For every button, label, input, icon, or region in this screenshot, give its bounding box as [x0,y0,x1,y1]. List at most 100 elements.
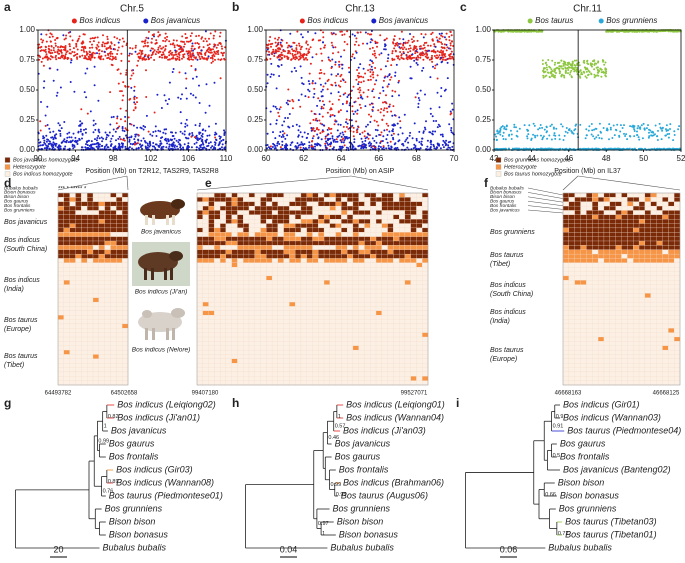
heat-cell [116,271,123,277]
heat-cell [110,358,117,364]
dot [562,62,565,65]
dot [331,58,334,61]
dot [567,72,569,75]
dot [594,62,596,65]
dot [385,37,388,40]
heat-cell [63,223,70,229]
dot [422,67,425,69]
dot [333,123,336,126]
dot [217,44,219,46]
heat-cell [98,288,105,294]
dot [370,65,373,68]
dot [125,73,128,76]
dot [195,141,198,144]
heat-cell [300,205,307,211]
dot [314,145,316,148]
heat-cell [393,210,400,215]
dot [600,68,603,71]
dot [146,55,149,58]
y-tick-label: 1.00 [247,25,263,34]
dot [375,120,378,123]
dot [450,129,453,132]
dot [436,54,438,57]
legend-label: Bos javanicus [379,16,428,25]
heat-cell [75,236,82,242]
dot [558,134,561,137]
dot [394,74,397,77]
heat-cell [75,280,82,285]
heat-cell [329,214,336,220]
dot [431,31,434,34]
dot [143,58,146,61]
dot [373,146,376,149]
heat-cell [110,371,117,377]
dot [157,48,160,51]
heat-cell [57,341,65,346]
dot [266,144,269,146]
dot [425,41,428,44]
dot [621,127,624,129]
heat-cell [196,236,203,242]
dot [163,49,166,52]
heat-cell [87,288,94,294]
dot [546,68,549,71]
dot [53,134,56,137]
dot [373,54,376,57]
dot [107,41,109,44]
heat-cell [196,197,203,202]
heat-cell [122,284,129,290]
heat-cell [208,219,215,224]
dot [81,146,84,149]
dot [175,58,178,61]
dot [96,44,99,46]
heat-cell [98,205,105,211]
heat-cell [63,232,70,237]
dot [172,68,175,70]
dot [80,108,83,111]
heat-cell [202,201,209,207]
dot [292,54,294,57]
dot [86,52,89,55]
heat-cell [260,197,267,202]
heat-cell [387,232,394,237]
dot [421,137,424,140]
dot [375,41,378,44]
dot [371,46,374,49]
dot [401,142,404,145]
dot [345,118,348,121]
x-tick-label: 42 [490,154,499,163]
dot [305,41,308,44]
heat-cell [87,310,94,316]
dot [379,34,382,37]
dot [337,110,340,113]
heat-cell [381,192,388,198]
dot [63,48,65,51]
heat-cell [352,227,359,233]
heat-cell [347,192,354,198]
dot [415,48,418,51]
dot [618,30,621,33]
dot [340,55,342,58]
legend-label: Bos indicus [79,16,120,25]
dot [213,133,216,136]
heat-cell [271,236,279,242]
heat-cell [63,371,70,377]
heat-cell [110,284,117,290]
y-tick-label: 0.50 [19,85,35,94]
dot [634,30,637,33]
dot [48,67,51,70]
heat-cell [98,323,105,329]
heat-cell [69,253,76,259]
dot [400,53,403,56]
x-axis-title: Position (Mb) on IL37 [554,168,621,175]
dot [387,83,390,86]
dot [306,58,309,61]
dot [213,51,216,54]
dot [269,43,272,46]
dot [381,118,384,121]
dot [97,129,100,132]
dot [171,43,174,46]
dot [68,43,71,46]
dot [50,45,53,48]
